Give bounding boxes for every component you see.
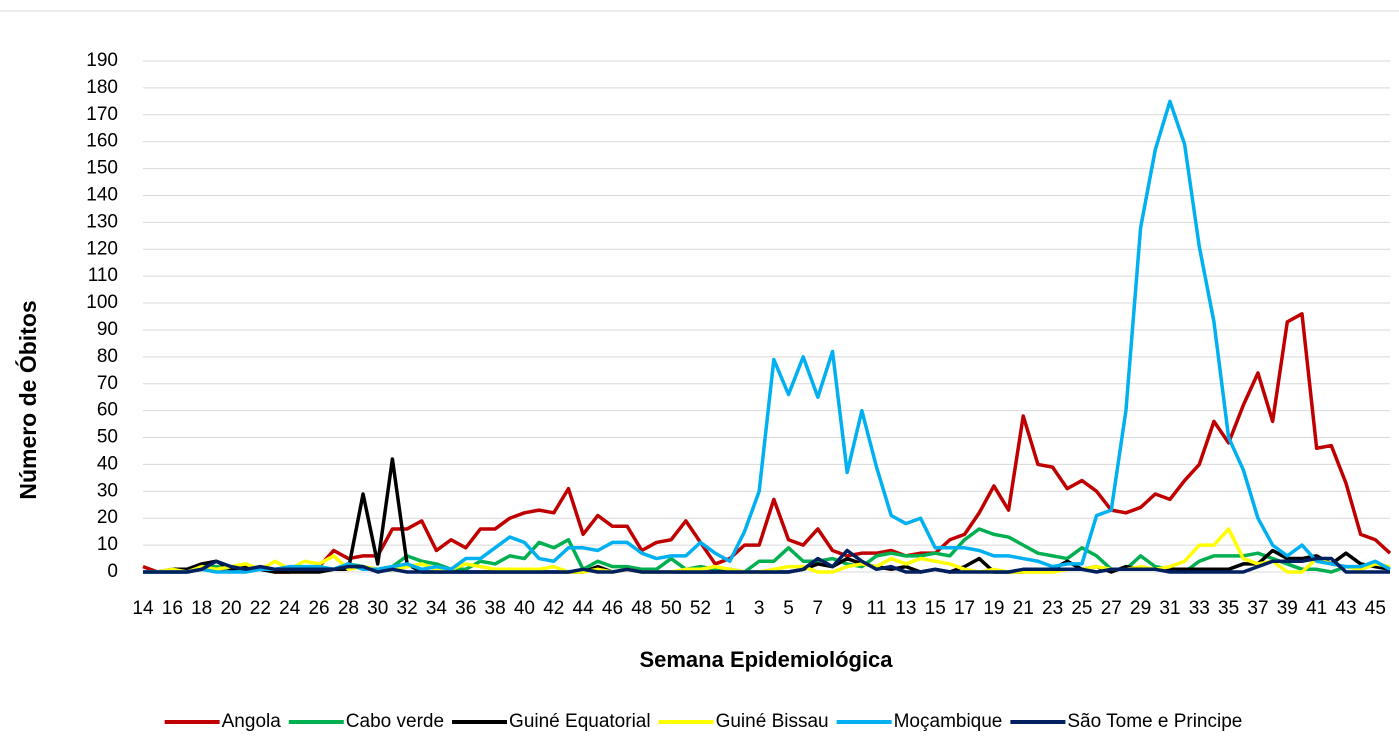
x-tick-label: 1 [725,598,736,619]
x-tick-label: 15 [925,598,946,619]
y-tick-label: 120 [86,238,118,259]
y-tick-label: 90 [97,319,118,340]
y-tick-label: 70 [97,373,118,394]
x-tick-label: 30 [367,598,388,619]
legend-label: Angola [222,711,282,732]
x-tick-label: 7 [813,598,824,619]
x-axis-title: Semana Epidemiológica [639,647,893,672]
y-tick-label: 40 [97,453,118,474]
x-tick-label: 50 [661,598,682,619]
y-tick-label: 130 [86,211,118,232]
x-tick-label: 22 [250,598,271,619]
x-tick-label: 11 [867,598,887,619]
legend-label: Cabo verde [346,711,444,732]
x-tick-label: 25 [1071,598,1092,619]
x-tick-label: 36 [455,598,476,619]
y-tick-label: 110 [88,265,118,286]
x-tick-label: 29 [1130,598,1151,619]
y-tick-label: 160 [86,131,118,152]
y-tick-label: 0 [107,561,118,582]
x-tick-label: 37 [1247,598,1268,619]
x-tick-label: 45 [1365,598,1386,619]
y-tick-label: 180 [86,77,118,98]
x-tick-label: 41 [1306,598,1327,619]
x-tick-label: 9 [842,598,853,619]
x-tick-label: 27 [1101,598,1122,619]
x-tick-label: 31 [1159,598,1180,619]
x-tick-label: 21 [1013,598,1034,619]
data-line [143,527,1391,574]
x-tick-label: 26 [308,598,329,619]
y-tick-label: 190 [86,50,118,71]
data-line [143,548,1390,574]
x-tick-label: 46 [602,598,623,619]
y-axis-title: Número de Óbitos [14,300,41,499]
x-tick-label: 19 [983,598,1004,619]
y-tick-label: 10 [97,534,118,555]
x-tick-label: 44 [573,598,595,619]
y-tick-label: 60 [97,400,118,421]
x-tick-label: 24 [279,598,301,619]
y-tick-label: 20 [97,507,118,528]
x-tick-label: 43 [1335,598,1356,619]
x-tick-label: 23 [1042,598,1063,619]
legend-label: Guiné Equatorial [509,711,651,732]
x-tick-label: 35 [1218,598,1239,619]
x-tick-label: 18 [191,598,212,619]
y-tick-label: 140 [86,184,118,205]
x-tick-label: 40 [514,598,535,619]
x-tick-label: 42 [543,598,564,619]
x-tick-label: 20 [220,598,241,619]
x-tick-label: 5 [783,598,794,619]
data-line [142,312,1392,574]
x-tick-label: 16 [162,598,183,619]
y-tick-label: 170 [86,104,118,125]
x-tick-label: 28 [338,598,359,619]
x-tick-label: 33 [1189,598,1210,619]
data-line [143,527,1391,574]
x-tick-label: 14 [132,598,154,619]
legend-label: Moçambique [894,711,1003,732]
legend-label: Guiné Bissau [716,711,829,732]
x-tick-label: 34 [426,598,448,619]
x-tick-label: 38 [485,598,506,619]
x-tick-label: 32 [397,598,418,619]
x-tick-label: 39 [1277,598,1298,619]
legend-label: São Tome e Principe [1067,711,1242,732]
legend: Angola Cabo verde Guiné Equatorial Guiné Bi… [164,711,1242,732]
x-tick-label: 48 [631,598,652,619]
x-tick-label: 52 [690,598,711,619]
x-tick-label: 13 [895,598,916,619]
x-tick-label: 3 [754,598,765,619]
y-tick-label: 50 [97,427,118,448]
x-tick-label: 17 [954,598,975,619]
y-tick-label: 150 [86,158,118,179]
data-line [143,99,1391,574]
y-tick-label: 30 [97,480,118,501]
y-tick-label: 80 [97,346,118,367]
y-tick-label: 100 [86,292,118,313]
